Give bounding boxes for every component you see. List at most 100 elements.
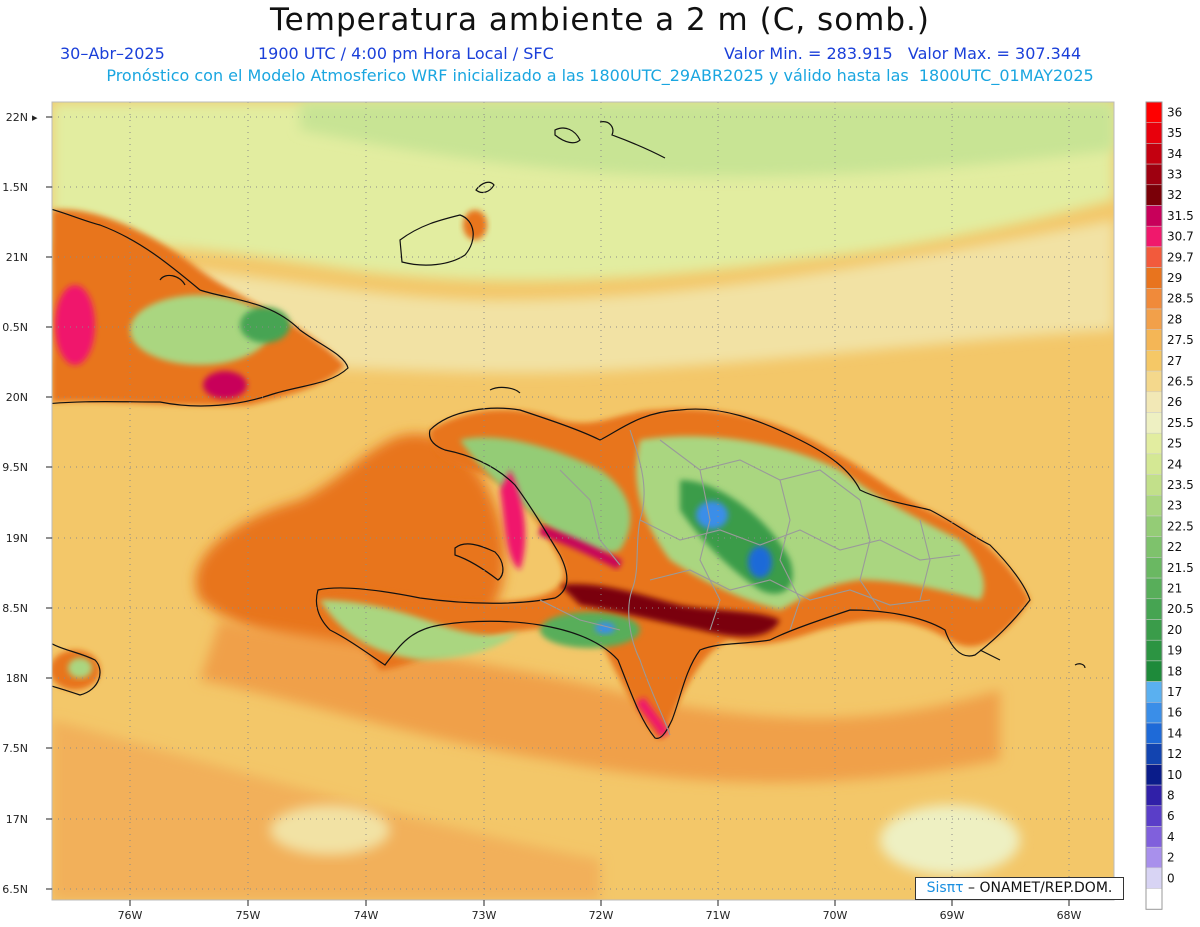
southwest-dr-hot [635, 697, 670, 738]
province-line-3 [649, 569, 931, 606]
colorbar-label: 22.5 [1167, 519, 1194, 533]
cool-patch-southeast [880, 805, 1020, 875]
lon-label: 69W [940, 909, 965, 922]
colorbar-label: 4 [1167, 830, 1175, 844]
hot-valley [560, 584, 780, 637]
lat-lon-grid [52, 102, 1114, 900]
lat-label: 22N [6, 111, 28, 124]
cuba-coast [52, 208, 349, 407]
cold-spot-1 [696, 501, 728, 529]
colorbar-label: 29 [1167, 271, 1182, 285]
colorbar-swatch [1145, 639, 1163, 662]
haiti-dept-line-1 [559, 469, 621, 566]
haiti-west-coast-hot [500, 470, 526, 570]
colorbar-swatch [1145, 453, 1163, 475]
colorbar-label: 30.7 [1167, 230, 1194, 244]
province-borders [539, 429, 961, 736]
colorbar-swatch [1145, 722, 1163, 744]
colorbar-swatch [1145, 826, 1163, 848]
lat-label: 19N [6, 532, 28, 545]
lat-label: 18N [6, 672, 28, 685]
colorbar-swatch [1145, 867, 1163, 889]
forecast-date: 30–Abr–2025 [60, 44, 165, 63]
colorbar-swatch [1145, 246, 1163, 268]
lon-label: 73W [472, 909, 497, 922]
colorbar-swatch [1145, 350, 1163, 372]
caicos-island-1 [554, 127, 581, 144]
colorbar: 363534333231.530.729.72928.52827.52726.5… [1145, 101, 1194, 910]
saona-island [979, 649, 1001, 661]
lat-label: 20N [6, 391, 28, 404]
colorbar-label: 21.5 [1167, 561, 1194, 575]
jamaica-coast [52, 643, 101, 696]
colorbar-swatch [1145, 474, 1163, 496]
colorbar-label: 36 [1167, 105, 1182, 119]
lon-label: 70W [823, 909, 848, 922]
colorbar-label: 18 [1167, 664, 1182, 678]
cuba-dark-green [240, 307, 290, 343]
province-line-5 [779, 479, 801, 631]
colorbar-label: 34 [1167, 147, 1182, 161]
colorbar-swatch [1145, 805, 1163, 827]
colorbar-label: 28.5 [1167, 292, 1194, 306]
lon-axis: 76W 75W 74W 73W 72W 71W 70W 69W 68W [118, 900, 1082, 922]
colorbar-swatch [1145, 412, 1163, 434]
colorbar-swatch [1145, 577, 1163, 600]
colorbar-swatch [1145, 288, 1163, 310]
lon-label: 76W [118, 909, 143, 922]
colorbar-swatch [1145, 184, 1163, 206]
colorbar-swatch [1145, 702, 1163, 724]
lat-label: 7.5N [2, 742, 28, 755]
model-info: Pronóstico con el Modelo Atmosferico WRF… [106, 66, 1094, 85]
colorbar-swatch [1145, 743, 1163, 765]
haiti-south-green [540, 612, 640, 648]
haiti-north-green [460, 437, 631, 554]
colorbar-swatch [1145, 163, 1163, 186]
colorbar-swatch [1145, 784, 1163, 807]
province-line-1 [659, 439, 861, 501]
colorbar-swatch [1145, 122, 1163, 144]
lat-label: 1.5N [2, 181, 28, 194]
colorbar-label: 28 [1167, 312, 1182, 326]
colorbar-label: 21 [1167, 582, 1182, 596]
pale-patch-south [270, 805, 390, 855]
cuba-west-hot [55, 285, 95, 365]
cool-band-far-north [300, 102, 1114, 177]
mona-island [1074, 663, 1086, 669]
colorbar-label: 0 [1167, 871, 1175, 885]
lat-label: 21N [6, 251, 28, 264]
colorbar-label: 10 [1167, 768, 1182, 782]
pale-band [52, 220, 1114, 373]
colorbar-swatch [1145, 495, 1163, 517]
tortuga-island [489, 386, 521, 394]
colorbar-swatch [1145, 660, 1163, 682]
hispaniola-coast [315, 407, 1031, 740]
colorbar-swatch [1145, 308, 1163, 330]
colorbar-swatch [1145, 888, 1163, 910]
colorbar-swatch [1145, 681, 1163, 703]
lat-label: 0.5N [2, 321, 28, 334]
lon-label: 75W [236, 909, 261, 922]
little-inagua [475, 181, 495, 194]
colorbar-label: 35 [1167, 126, 1182, 140]
forecast-time: 1900 UTC / 4:00 pm Hora Local / SFC [258, 44, 554, 63]
colorbar-label: 14 [1167, 726, 1182, 740]
colorbar-swatch [1145, 225, 1163, 248]
colorbar-label: 2 [1167, 851, 1175, 865]
colorbar-label: 33 [1167, 167, 1182, 181]
lat-label: 8.5N [2, 602, 28, 615]
colorbar-swatch [1145, 101, 1163, 123]
coastlines [52, 121, 1086, 740]
colorbar-label: 24 [1167, 457, 1182, 471]
jamaica-green [68, 658, 92, 678]
colorbar-label: 16 [1167, 706, 1182, 720]
colorbar-label: 12 [1167, 747, 1182, 761]
lon-label: 68W [1057, 909, 1082, 922]
colorbar-swatch [1145, 536, 1163, 558]
credit-text: – ONAMET/REP.DOM. [963, 880, 1113, 896]
lon-label: 74W [354, 909, 379, 922]
colorbar-label: 8 [1167, 788, 1175, 802]
colorbar-label: 20 [1167, 623, 1182, 637]
province-line-6 [859, 499, 881, 611]
haiti-southern-peninsula-green [320, 600, 520, 660]
